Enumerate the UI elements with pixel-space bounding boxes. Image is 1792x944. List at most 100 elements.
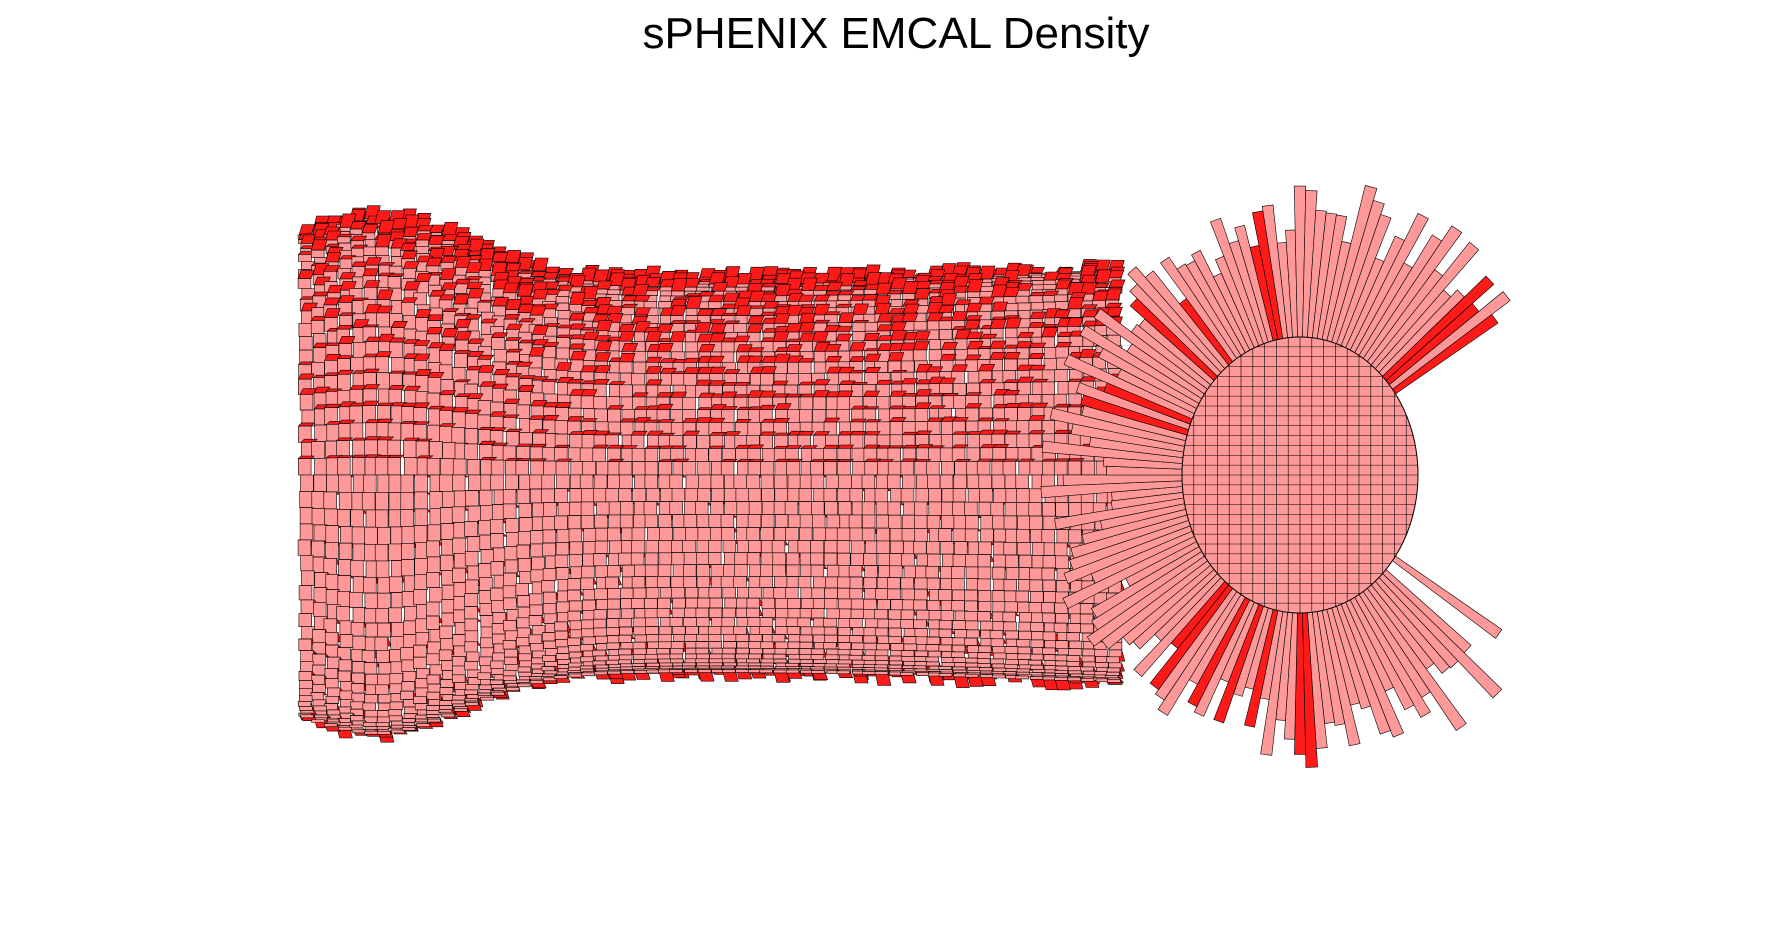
- tower-face: [669, 653, 684, 660]
- tower-side: [505, 323, 523, 330]
- tower-face: [682, 396, 696, 411]
- tower-side: [733, 335, 751, 343]
- tower-side: [620, 445, 638, 449]
- tower-face: [325, 525, 339, 543]
- tower-side: [746, 355, 764, 363]
- tower-face: [516, 404, 530, 419]
- tower-face: [310, 320, 325, 335]
- tower-face: [645, 617, 659, 627]
- tower-face: [532, 502, 546, 518]
- tower-face: [541, 488, 555, 504]
- tower-face: [646, 527, 661, 541]
- tower-side: [604, 432, 623, 436]
- tower-face: [595, 461, 610, 476]
- tower-face: [775, 607, 789, 619]
- tower-face: [325, 589, 340, 605]
- tower-face: [298, 613, 313, 628]
- tower-face: [852, 659, 866, 665]
- tower-face: [555, 460, 570, 476]
- tower-face: [338, 706, 353, 714]
- tower-face: [299, 523, 314, 541]
- tower-face: [327, 656, 341, 669]
- tower-face: [451, 656, 466, 667]
- tower-side: [813, 379, 831, 386]
- tower-face: [542, 542, 556, 557]
- tower-face: [927, 650, 942, 658]
- tower-side: [491, 442, 509, 446]
- tower-face: [901, 474, 916, 489]
- tower-side: [709, 323, 727, 333]
- tower-face: [1042, 612, 1056, 624]
- tower-face: [297, 278, 312, 289]
- tower-face: [415, 687, 429, 697]
- tower-side: [467, 338, 485, 344]
- tower-side: [760, 293, 778, 302]
- tower-face: [490, 660, 504, 669]
- tower-face: [466, 536, 481, 552]
- tower-face: [1004, 646, 1019, 654]
- tower-face: [1067, 460, 1082, 476]
- tower-side: [838, 312, 855, 324]
- tower-face: [1055, 301, 1069, 310]
- tower-side: [400, 297, 418, 303]
- tower-side: [837, 444, 855, 449]
- tower-side: [375, 234, 392, 248]
- tower-side: [489, 427, 507, 432]
- tower-side: [698, 344, 716, 353]
- tower-face: [643, 301, 658, 309]
- tower-face: [401, 526, 416, 544]
- tower-face: [737, 587, 751, 599]
- tower-side: [528, 415, 546, 420]
- tower-face: [657, 576, 671, 588]
- tower-face: [747, 421, 761, 436]
- tower-face: [887, 474, 901, 489]
- tower-side: [656, 342, 674, 353]
- tower-face: [632, 648, 647, 655]
- tower-face: [760, 527, 774, 541]
- tower-side: [656, 403, 674, 410]
- tower-side: [529, 305, 547, 316]
- tower-face: [402, 722, 417, 727]
- tower-face: [965, 407, 979, 422]
- tower-side: [670, 391, 688, 398]
- tower-face: [747, 540, 762, 554]
- tower-face: [490, 474, 504, 491]
- tower-face: [1016, 528, 1030, 543]
- tower-face: [966, 291, 981, 299]
- tower-side: [976, 458, 994, 462]
- tower-face: [848, 514, 863, 529]
- tower-face: [581, 565, 595, 579]
- tower-side: [1108, 279, 1126, 288]
- tower-face: [619, 626, 633, 636]
- tower-face: [300, 555, 314, 572]
- tower-face: [364, 694, 378, 704]
- tower-face: [464, 641, 478, 653]
- tower-face: [926, 474, 941, 489]
- tower-side: [1017, 376, 1035, 383]
- tower-side: [581, 300, 599, 306]
- tower-side: [479, 456, 498, 461]
- tower-face: [593, 627, 607, 637]
- tower-face: [774, 641, 789, 649]
- tower-face: [632, 461, 646, 476]
- tower-face: [515, 636, 530, 647]
- tower-face: [926, 461, 940, 476]
- tower-face: [350, 701, 364, 710]
- tower-face: [684, 607, 698, 618]
- tower-face: [798, 409, 813, 423]
- tower-face: [388, 474, 403, 493]
- tower-face: [607, 527, 621, 542]
- tower-face: [824, 501, 838, 516]
- tower-face: [848, 565, 863, 578]
- tower-side: [441, 222, 459, 237]
- tower-face: [1041, 529, 1055, 544]
- tower-face: [620, 396, 635, 410]
- tower-face: [694, 501, 709, 516]
- tower-face: [669, 617, 684, 627]
- tower-face: [502, 585, 517, 599]
- tower-face: [1030, 529, 1044, 543]
- tower-face: [810, 648, 825, 655]
- tower-face: [403, 713, 418, 719]
- tower-face: [619, 514, 634, 529]
- tower-face: [862, 671, 876, 675]
